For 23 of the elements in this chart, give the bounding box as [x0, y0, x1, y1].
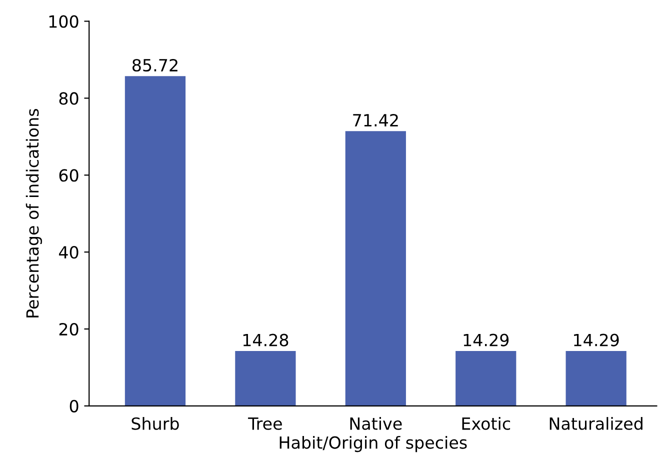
y-tick-label: 40: [58, 246, 78, 259]
x-tick-label: Exotic: [462, 417, 510, 430]
y-tick-label: 80: [59, 92, 78, 105]
data-label: 14.29: [574, 334, 619, 346]
bar: [456, 350, 516, 406]
data-label: 14.28: [243, 334, 288, 346]
bar: [235, 350, 296, 406]
bar: [124, 76, 186, 406]
data-label: 71.42: [353, 114, 398, 126]
bar: [566, 350, 626, 406]
x-tick-label: Native: [350, 417, 402, 430]
y-tick-label: 0: [70, 400, 78, 412]
y-tick-label: 100: [49, 15, 78, 28]
data-label: 14.29: [464, 334, 509, 346]
x-tick-label: Naturalized: [550, 417, 642, 430]
bar: [345, 131, 406, 406]
y-tick-label: 60: [59, 169, 78, 182]
y-tick-label: 20: [59, 322, 78, 336]
x-tick-label: Tree: [248, 418, 282, 430]
x-axis-title: Habit/Origin of species: [280, 436, 467, 452]
x-tick-label: Shurb: [132, 417, 179, 430]
y-axis-title: Percentage of indications: [26, 109, 42, 318]
data-label: 85.72: [132, 58, 178, 72]
